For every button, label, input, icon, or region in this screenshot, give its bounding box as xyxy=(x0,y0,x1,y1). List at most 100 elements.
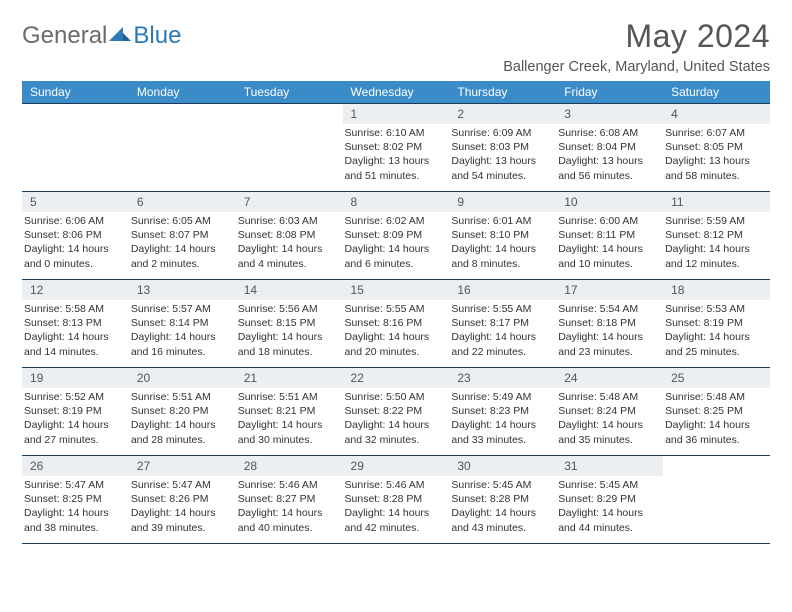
sunrise-line: Sunrise: 5:56 AM xyxy=(238,302,337,316)
day-details: Sunrise: 6:03 AMSunset: 8:08 PMDaylight:… xyxy=(236,214,343,271)
day-cell: 29Sunrise: 5:46 AMSunset: 8:28 PMDayligh… xyxy=(343,456,450,544)
sunset-line: Sunset: 8:25 PM xyxy=(665,404,764,418)
weekday-header: Monday xyxy=(129,81,236,104)
day-number: 16 xyxy=(449,280,556,300)
day-cell xyxy=(663,456,770,544)
daylight-line: Daylight: 14 hours and 25 minutes. xyxy=(665,330,764,358)
day-number: 3 xyxy=(556,104,663,124)
logo-text-general: General xyxy=(22,22,107,50)
day-number: 6 xyxy=(129,192,236,212)
sunrise-line: Sunrise: 6:01 AM xyxy=(451,214,550,228)
day-number: 29 xyxy=(343,456,450,476)
daylight-line: Daylight: 13 hours and 58 minutes. xyxy=(665,154,764,182)
week-row: 1Sunrise: 6:10 AMSunset: 8:02 PMDaylight… xyxy=(22,104,770,192)
day-cell: 15Sunrise: 5:55 AMSunset: 8:16 PMDayligh… xyxy=(343,280,450,368)
sunset-line: Sunset: 8:25 PM xyxy=(24,492,123,506)
day-details: Sunrise: 5:55 AMSunset: 8:16 PMDaylight:… xyxy=(343,302,450,359)
day-cell: 8Sunrise: 6:02 AMSunset: 8:09 PMDaylight… xyxy=(343,192,450,280)
daylight-line: Daylight: 14 hours and 38 minutes. xyxy=(24,506,123,534)
sunset-line: Sunset: 8:19 PM xyxy=(665,316,764,330)
daylight-line: Daylight: 14 hours and 28 minutes. xyxy=(131,418,230,446)
sunrise-line: Sunrise: 5:48 AM xyxy=(558,390,657,404)
day-number: 31 xyxy=(556,456,663,476)
day-details: Sunrise: 5:46 AMSunset: 8:28 PMDaylight:… xyxy=(343,478,450,535)
day-cell: 27Sunrise: 5:47 AMSunset: 8:26 PMDayligh… xyxy=(129,456,236,544)
week-row: 5Sunrise: 6:06 AMSunset: 8:06 PMDaylight… xyxy=(22,192,770,280)
title-block: May 2024 Ballenger Creek, Maryland, Unit… xyxy=(503,18,770,75)
sunset-line: Sunset: 8:19 PM xyxy=(24,404,123,418)
sunrise-line: Sunrise: 5:54 AM xyxy=(558,302,657,316)
day-cell: 18Sunrise: 5:53 AMSunset: 8:19 PMDayligh… xyxy=(663,280,770,368)
day-cell: 31Sunrise: 5:45 AMSunset: 8:29 PMDayligh… xyxy=(556,456,663,544)
day-number: 8 xyxy=(343,192,450,212)
daylight-line: Daylight: 14 hours and 35 minutes. xyxy=(558,418,657,446)
daylight-line: Daylight: 13 hours and 56 minutes. xyxy=(558,154,657,182)
sunset-line: Sunset: 8:15 PM xyxy=(238,316,337,330)
day-details: Sunrise: 5:56 AMSunset: 8:15 PMDaylight:… xyxy=(236,302,343,359)
day-details: Sunrise: 5:49 AMSunset: 8:23 PMDaylight:… xyxy=(449,390,556,447)
day-cell: 24Sunrise: 5:48 AMSunset: 8:24 PMDayligh… xyxy=(556,368,663,456)
day-details: Sunrise: 5:51 AMSunset: 8:20 PMDaylight:… xyxy=(129,390,236,447)
daylight-line: Daylight: 14 hours and 42 minutes. xyxy=(345,506,444,534)
day-details: Sunrise: 6:09 AMSunset: 8:03 PMDaylight:… xyxy=(449,126,556,183)
day-details: Sunrise: 5:55 AMSunset: 8:17 PMDaylight:… xyxy=(449,302,556,359)
day-cell: 11Sunrise: 5:59 AMSunset: 8:12 PMDayligh… xyxy=(663,192,770,280)
day-cell: 26Sunrise: 5:47 AMSunset: 8:25 PMDayligh… xyxy=(22,456,129,544)
day-number: 18 xyxy=(663,280,770,300)
sunrise-line: Sunrise: 5:58 AM xyxy=(24,302,123,316)
daylight-line: Daylight: 14 hours and 8 minutes. xyxy=(451,242,550,270)
sunset-line: Sunset: 8:24 PM xyxy=(558,404,657,418)
day-details: Sunrise: 5:58 AMSunset: 8:13 PMDaylight:… xyxy=(22,302,129,359)
day-number: 28 xyxy=(236,456,343,476)
daylight-line: Daylight: 14 hours and 23 minutes. xyxy=(558,330,657,358)
day-cell xyxy=(236,104,343,192)
daylight-line: Daylight: 14 hours and 39 minutes. xyxy=(131,506,230,534)
day-number: 10 xyxy=(556,192,663,212)
sunset-line: Sunset: 8:21 PM xyxy=(238,404,337,418)
calendar-table: Sunday Monday Tuesday Wednesday Thursday… xyxy=(22,81,770,544)
day-details: Sunrise: 5:47 AMSunset: 8:26 PMDaylight:… xyxy=(129,478,236,535)
sunset-line: Sunset: 8:27 PM xyxy=(238,492,337,506)
day-cell: 20Sunrise: 5:51 AMSunset: 8:20 PMDayligh… xyxy=(129,368,236,456)
day-cell: 6Sunrise: 6:05 AMSunset: 8:07 PMDaylight… xyxy=(129,192,236,280)
day-details: Sunrise: 5:51 AMSunset: 8:21 PMDaylight:… xyxy=(236,390,343,447)
sunset-line: Sunset: 8:03 PM xyxy=(451,140,550,154)
sunrise-line: Sunrise: 5:46 AM xyxy=(238,478,337,492)
sunset-line: Sunset: 8:12 PM xyxy=(665,228,764,242)
week-row: 12Sunrise: 5:58 AMSunset: 8:13 PMDayligh… xyxy=(22,280,770,368)
sunrise-line: Sunrise: 5:55 AM xyxy=(345,302,444,316)
sunrise-line: Sunrise: 5:55 AM xyxy=(451,302,550,316)
page-title: May 2024 xyxy=(503,18,770,55)
location-subtitle: Ballenger Creek, Maryland, United States xyxy=(503,59,770,75)
daylight-line: Daylight: 14 hours and 10 minutes. xyxy=(558,242,657,270)
logo: General Blue xyxy=(22,18,181,50)
day-details: Sunrise: 5:47 AMSunset: 8:25 PMDaylight:… xyxy=(22,478,129,535)
day-number: 1 xyxy=(343,104,450,124)
sunset-line: Sunset: 8:28 PM xyxy=(345,492,444,506)
sunrise-line: Sunrise: 6:05 AM xyxy=(131,214,230,228)
day-details: Sunrise: 6:00 AMSunset: 8:11 PMDaylight:… xyxy=(556,214,663,271)
day-number: 17 xyxy=(556,280,663,300)
sunset-line: Sunset: 8:13 PM xyxy=(24,316,123,330)
daylight-line: Daylight: 14 hours and 16 minutes. xyxy=(131,330,230,358)
sunrise-line: Sunrise: 6:09 AM xyxy=(451,126,550,140)
sunrise-line: Sunrise: 5:46 AM xyxy=(345,478,444,492)
day-details: Sunrise: 5:46 AMSunset: 8:27 PMDaylight:… xyxy=(236,478,343,535)
day-details: Sunrise: 5:48 AMSunset: 8:24 PMDaylight:… xyxy=(556,390,663,447)
daylight-line: Daylight: 14 hours and 22 minutes. xyxy=(451,330,550,358)
sunset-line: Sunset: 8:29 PM xyxy=(558,492,657,506)
day-details: Sunrise: 5:53 AMSunset: 8:19 PMDaylight:… xyxy=(663,302,770,359)
weekday-header: Tuesday xyxy=(236,81,343,104)
day-cell: 5Sunrise: 6:06 AMSunset: 8:06 PMDaylight… xyxy=(22,192,129,280)
day-number: 24 xyxy=(556,368,663,388)
sunrise-line: Sunrise: 6:00 AM xyxy=(558,214,657,228)
day-number: 15 xyxy=(343,280,450,300)
sunset-line: Sunset: 8:11 PM xyxy=(558,228,657,242)
logo-mark-icon xyxy=(109,25,131,48)
header: General Blue May 2024 Ballenger Creek, M… xyxy=(22,18,770,75)
day-number: 20 xyxy=(129,368,236,388)
sunset-line: Sunset: 8:26 PM xyxy=(131,492,230,506)
day-cell: 1Sunrise: 6:10 AMSunset: 8:02 PMDaylight… xyxy=(343,104,450,192)
sunrise-line: Sunrise: 5:51 AM xyxy=(131,390,230,404)
day-cell: 10Sunrise: 6:00 AMSunset: 8:11 PMDayligh… xyxy=(556,192,663,280)
